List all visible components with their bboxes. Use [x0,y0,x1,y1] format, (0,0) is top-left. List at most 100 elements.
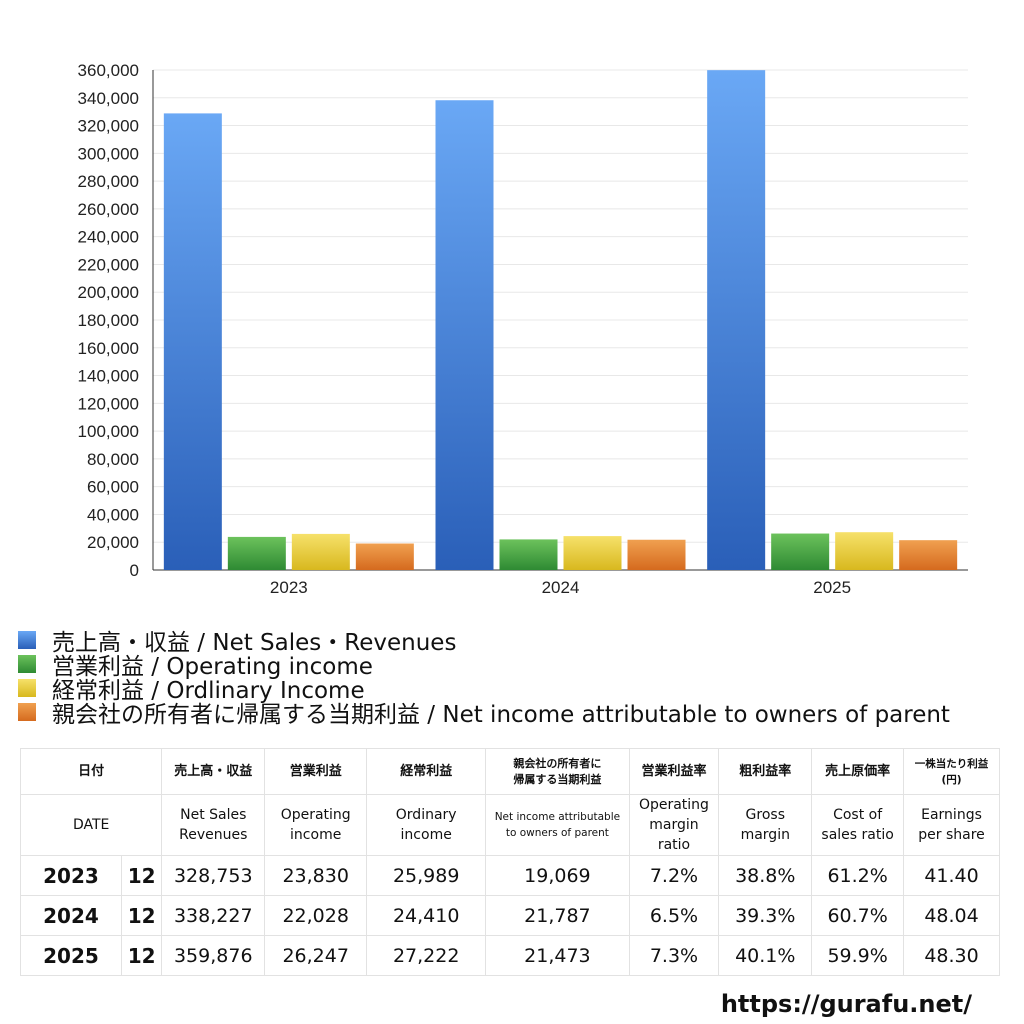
th-eps-jp-line1: 一株当たり利益 [914,757,989,770]
th-op-jp: 営業利益 [264,748,368,795]
th-cost-en: Cost of sales ratio [811,794,905,856]
table-header-en: DATE Net Sales Revenues Operating income O… [19,794,1000,856]
th-op-en-2: income [290,827,342,843]
legend-item-net-sales: 売上高・収益 / Net Sales・Revenues [18,628,950,656]
cell-op: 23,830 [264,855,368,896]
y-tick-label: 100,000 [78,422,139,441]
cell-opm: 7.3% [628,935,720,976]
x-tick-label: 2024 [542,578,580,597]
th-sales-en: Net Sales Revenues [161,794,266,856]
cell-cost: 61.2% [811,855,905,896]
bar-2023-series-2 [291,533,350,570]
th-opm-en-3: ratio [657,837,691,853]
y-tick-label: 260,000 [78,200,139,219]
y-tick-label: 320,000 [78,117,139,136]
legend-swatch [18,631,36,649]
th-gm-en-2: margin [740,827,790,843]
bar-chart: 0 20,000 40,000 60,000 80,000 100,000 120,000 1… [78,61,968,597]
table-row: 2023 12 328,753 23,830 25,989 19,069 7.2… [20,855,1000,896]
cell-month: 12 [120,935,163,976]
legend-item-operating-income: 営業利益 / Operating income [18,652,950,680]
cell-opm: 7.2% [628,855,720,896]
th-ord-en-1: Ordinary [395,807,457,823]
th-date-jp: 日付 [19,748,163,795]
y-tick-label: 300,000 [78,144,139,163]
cell-eps: 41.40 [903,855,1000,896]
cell-sales: 359,876 [161,935,266,976]
cell-op: 22,028 [264,895,368,936]
table-row: 2025 12 359,876 26,247 27,222 21,473 7.3… [20,935,1000,976]
th-opm-en-1: Operating [638,797,709,813]
cell-sales: 328,753 [161,855,266,896]
y-tick-label: 20,000 [87,533,139,552]
th-sales-en-1: Net Sales [180,807,247,823]
bar-2025-series-3 [899,540,958,570]
legend-item-net-income: 親会社の所有者に帰属する当期利益 / Net income attributab… [18,700,950,728]
cell-cost: 59.9% [811,935,905,976]
y-tick-label: 40,000 [87,505,139,524]
th-eps-en-1: Earnings [921,807,982,823]
y-tick-label: 280,000 [78,172,139,191]
y-tick-label: 220,000 [78,255,139,274]
y-tick-label: 140,000 [78,367,139,386]
bar-2023-series-0 [163,113,222,570]
table-row: 2024 12 338,227 22,028 24,410 21,787 6.5… [20,895,1000,936]
legend-swatch [18,655,36,673]
cell-gm: 38.8% [718,855,813,896]
source-url: https://gurafu.net/ [720,990,972,1018]
bar-2024-series-3 [627,539,686,570]
cell-year: 2023 [20,855,122,896]
cell-month: 12 [120,895,163,936]
legend-label: 営業利益 / Operating income [52,654,373,680]
th-opm-en: Operating margin ratio [628,794,720,856]
cell-gm: 40.1% [718,935,813,976]
th-cost-en-1: Cost of [833,807,883,823]
cell-ord: 25,989 [366,855,487,896]
table-header-jp: 日付 売上高・収益 営業利益 経常利益 親会社の所有者に 帰属する当期利益 営業利… [19,748,1000,795]
x-axis-ticks: 2023 2024 2025 [270,578,851,597]
th-net-jp: 親会社の所有者に 帰属する当期利益 [485,748,630,795]
bar-2024-series-1 [499,539,558,570]
th-opm-en-2: margin [649,817,699,833]
bar-2025-series-1 [771,533,830,570]
th-eps-en-2: per share [918,827,985,843]
th-opm-jp: 営業利益率 [628,748,720,795]
y-tick-label: 160,000 [78,339,139,358]
th-eps-en: Earnings per share [903,794,1000,856]
th-ord-en-2: income [400,827,452,843]
bar-2024-series-2 [563,536,622,570]
x-tick-label: 2025 [813,578,851,597]
bar-2024-series-0 [435,100,494,570]
y-tick-label: 80,000 [87,450,139,469]
th-date-en: DATE [19,794,163,856]
cell-cost: 60.7% [811,895,905,936]
th-sales-en-2: Revenues [179,827,248,843]
cell-eps: 48.04 [903,895,1000,936]
th-cost-en-2: sales ratio [821,827,894,843]
th-gm-en: Gross margin [718,794,813,856]
grid-lines [152,69,968,571]
y-tick-label: 0 [130,561,139,580]
th-op-en-1: Operating [280,807,351,823]
x-tick-label: 2023 [270,578,308,597]
th-net-jp-line1: 親会社の所有者に [513,756,602,770]
legend-swatch [18,703,36,721]
cell-op: 26,247 [264,935,368,976]
cell-sales: 338,227 [161,895,266,936]
th-cost-jp: 売上原価率 [811,748,905,795]
cell-gm: 39.3% [718,895,813,936]
th-sales-jp: 売上高・収益 [161,748,266,795]
th-net-en-2: to owners of parent [505,827,609,839]
th-eps-jp: 一株当たり利益 (円) [903,748,1000,795]
cell-net: 21,473 [485,935,630,976]
th-net-en-1: Net income attributable [494,811,621,823]
th-ord-en: Ordinary income [366,794,487,856]
y-axis-ticks: 0 20,000 40,000 60,000 80,000 100,000 120,000 1… [78,61,139,580]
cell-eps: 48.30 [903,935,1000,976]
financial-table: 日付 売上高・収益 営業利益 経常利益 親会社の所有者に 帰属する当期利益 営業利… [19,748,1000,976]
legend-item-ordinary-income: 経常利益 / Ordlinary Income [18,676,950,704]
bars [163,70,958,570]
th-net-jp-line2: 帰属する当期利益 [513,772,602,786]
y-tick-label: 180,000 [78,311,139,330]
bar-2025-series-0 [707,70,766,570]
